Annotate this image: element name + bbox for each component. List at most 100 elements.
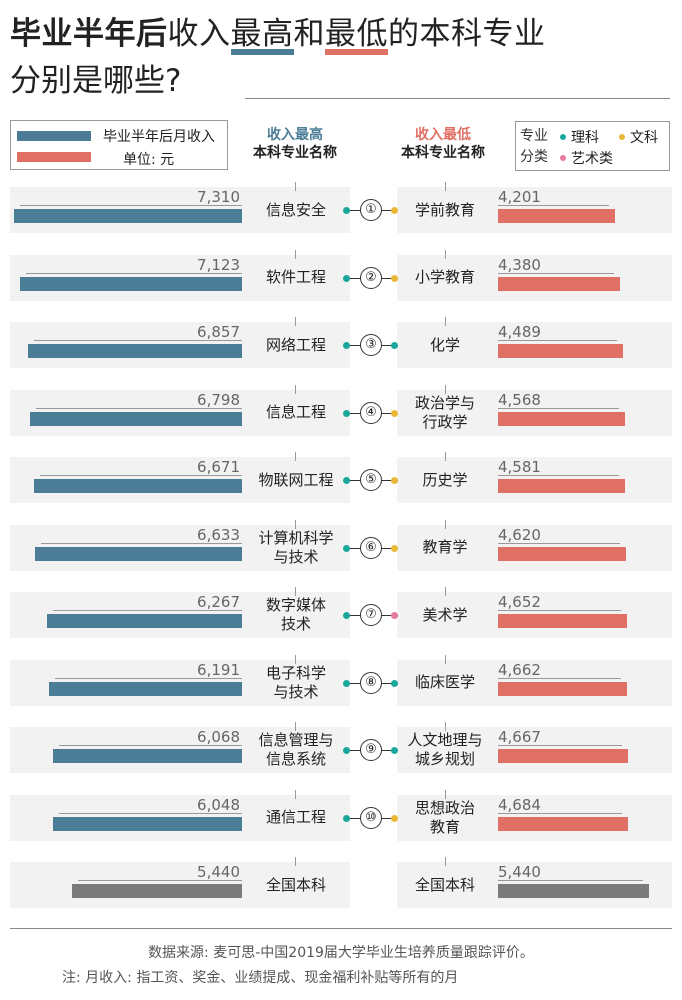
name-tick-right bbox=[445, 182, 446, 191]
bar-value-lowest: 4,662 bbox=[498, 660, 541, 679]
category-liberal: 文科 bbox=[619, 127, 658, 147]
connector-dot-left bbox=[343, 679, 350, 687]
connector-dot-left bbox=[343, 747, 350, 754]
bar-highest bbox=[30, 411, 242, 426]
major-name-lowest: 临床医学 bbox=[414, 673, 475, 691]
bar-highest bbox=[53, 749, 242, 763]
legend-swatch-red bbox=[17, 152, 91, 162]
major-name-lowest: 历史学 bbox=[422, 470, 468, 489]
bar-highest bbox=[35, 546, 242, 561]
rank-badge: ⑦ bbox=[360, 604, 382, 626]
bar-value-lowest: 4,652 bbox=[498, 593, 541, 611]
value-line-highest bbox=[20, 205, 242, 206]
name-tick-left bbox=[295, 587, 296, 596]
title-line-1: 毕业半年后收入最高和最低的本科专业 bbox=[10, 14, 670, 55]
major-name-lowest: 政治学与 行政学 bbox=[414, 393, 475, 431]
bar-lowest bbox=[498, 614, 627, 628]
connector-dot-left bbox=[343, 342, 350, 349]
connector-dot-right bbox=[391, 477, 398, 484]
category-liberal-label: 文科 bbox=[630, 130, 658, 146]
connector-dot-right bbox=[391, 342, 398, 349]
chart-title: 毕业半年后收入最高和最低的本科专业 分别是哪些? bbox=[10, 14, 670, 103]
value-line-lowest bbox=[498, 610, 621, 611]
bar-lowest bbox=[498, 344, 623, 358]
bar-highest bbox=[34, 479, 242, 493]
column-header-lowest-top: 收入最低 bbox=[415, 127, 471, 143]
value-line-lowest bbox=[498, 205, 609, 206]
bar-value-lowest: 4,380 bbox=[498, 255, 541, 274]
name-tick-right bbox=[445, 587, 446, 596]
title-part-b: 和 bbox=[293, 16, 325, 52]
bar-value-highest: 5,440 bbox=[197, 863, 240, 881]
value-line-highest bbox=[53, 610, 242, 611]
major-name-lowest: 人文地理与 城乡规划 bbox=[407, 731, 483, 768]
bar-highest bbox=[14, 209, 242, 223]
connector-dot-left bbox=[343, 814, 350, 822]
rank-badge: ⑥ bbox=[360, 536, 382, 559]
category-label-top: 专业 bbox=[520, 128, 548, 144]
column-header-lowest-bottom: 本科专业名称 bbox=[401, 145, 485, 161]
title-rule bbox=[245, 98, 670, 99]
liberal-dot-icon bbox=[619, 134, 625, 140]
bar-value-highest: 6,633 bbox=[197, 525, 240, 544]
connector-dot-right bbox=[391, 747, 398, 754]
value-line-lowest bbox=[498, 880, 643, 881]
bar-value-lowest: 4,568 bbox=[498, 390, 541, 409]
bar-value-highest: 6,857 bbox=[197, 323, 240, 341]
connector-dot-right bbox=[391, 814, 398, 822]
science-dot-icon bbox=[560, 134, 566, 140]
value-line-lowest bbox=[498, 677, 621, 679]
title-line-2: 分别是哪些? bbox=[10, 63, 182, 99]
title-highlight-high: 最高 bbox=[230, 19, 294, 55]
category-art: 艺术类 bbox=[560, 148, 613, 168]
bar-highest bbox=[20, 276, 242, 291]
major-name-highest: 全国本科 bbox=[265, 875, 326, 894]
title-part-c: 的本科专业 bbox=[388, 16, 546, 52]
legend-swatch-blue bbox=[17, 131, 91, 141]
major-name-highest: 信息管理与 信息系统 bbox=[258, 731, 334, 768]
bottom-rule bbox=[10, 928, 672, 929]
bar-highest bbox=[28, 344, 242, 358]
legend-series-label: 毕业半年后月收入 bbox=[103, 129, 215, 145]
connector-dot-left bbox=[343, 207, 350, 214]
name-tick-right bbox=[445, 452, 446, 461]
connector-dot-left bbox=[343, 274, 350, 282]
art-dot-icon bbox=[560, 155, 566, 161]
category-science: 理科 bbox=[560, 127, 599, 147]
bar-value-lowest: 4,581 bbox=[498, 458, 541, 476]
rank-badge: ③ bbox=[360, 334, 382, 356]
connector-dot-left bbox=[343, 544, 350, 552]
connector-dot-right bbox=[391, 612, 398, 619]
bar-value-highest: 7,310 bbox=[197, 188, 240, 206]
value-line-highest bbox=[41, 542, 242, 544]
name-tick-left bbox=[295, 249, 296, 259]
category-legend: 专业 分类 理科 文科 艺术类 bbox=[515, 121, 670, 171]
major-name-lowest: 小学教育 bbox=[414, 268, 475, 286]
major-name-highest: 软件工程 bbox=[265, 268, 326, 286]
name-tick-left bbox=[295, 452, 296, 461]
rank-badge: ④ bbox=[360, 401, 382, 424]
bar-highest bbox=[72, 884, 242, 898]
bar-value-lowest: 4,620 bbox=[498, 525, 541, 544]
column-header-lowest: 收入最低 本科专业名称 bbox=[388, 126, 498, 162]
footnote: 注: 月收入: 指工资、奖金、业绩提成、现金福利补贴等所有的月 bbox=[62, 970, 459, 986]
major-name-lowest: 教育学 bbox=[422, 538, 468, 556]
name-tick-left bbox=[295, 857, 296, 866]
name-tick-right bbox=[445, 249, 446, 259]
name-tick-right bbox=[445, 789, 446, 799]
connector-dot-right bbox=[391, 207, 398, 214]
bar-lowest bbox=[498, 411, 625, 426]
name-tick-right bbox=[445, 722, 446, 731]
value-line-lowest bbox=[498, 475, 619, 476]
name-tick-right bbox=[445, 317, 446, 326]
data-source: 数据来源: 麦可思-中国2019届大学毕业生培养质量跟踪评价。 bbox=[148, 945, 534, 961]
value-line-highest bbox=[59, 812, 242, 814]
major-name-highest: 信息安全 bbox=[265, 200, 326, 219]
category-art-label: 艺术类 bbox=[571, 151, 613, 167]
bar-lowest bbox=[498, 209, 615, 223]
connector-dot-left bbox=[343, 409, 350, 417]
connector-dot-right bbox=[391, 409, 398, 417]
value-line-highest bbox=[36, 407, 242, 409]
major-name-highest: 通信工程 bbox=[265, 808, 326, 826]
rank-badge: ⑤ bbox=[360, 469, 382, 491]
